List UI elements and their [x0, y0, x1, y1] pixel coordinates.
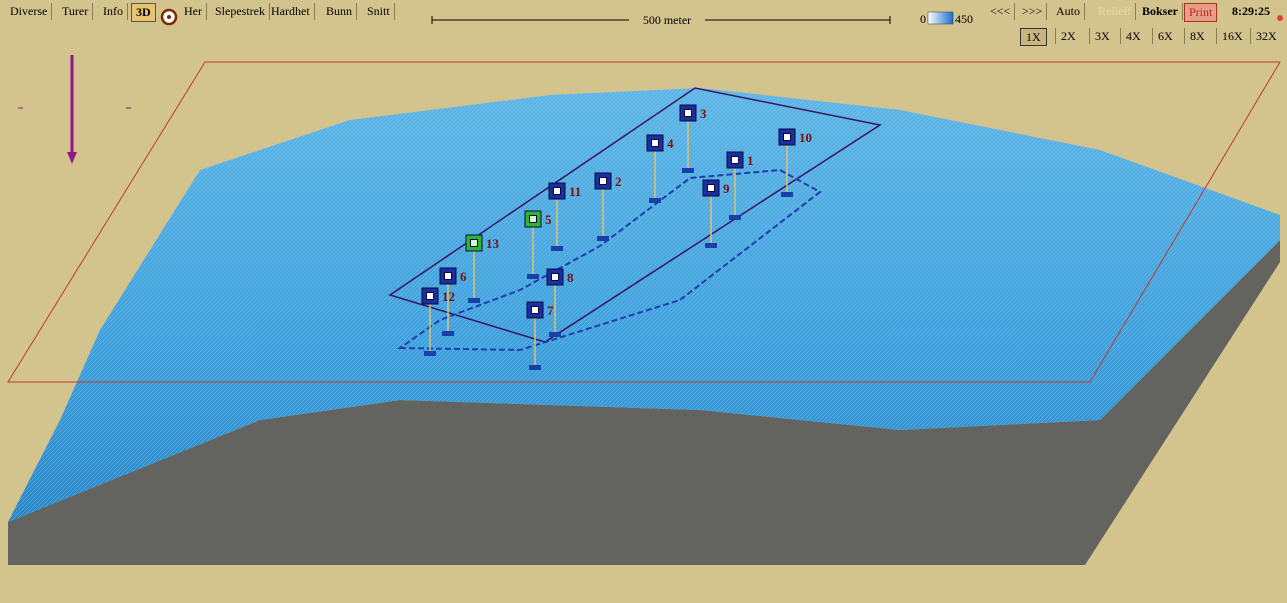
nav-button[interactable]: Auto — [1052, 3, 1085, 20]
station-label: 12 — [442, 289, 455, 304]
zoom-button[interactable]: 1X — [1020, 28, 1047, 46]
station-foot — [442, 331, 454, 336]
station-label: 11 — [569, 184, 581, 199]
station-foot — [705, 243, 717, 248]
station-label: 7 — [547, 303, 554, 318]
nav-button[interactable]: <<< — [986, 3, 1016, 20]
toolbar-button[interactable]: Diverse — [6, 3, 53, 20]
target-icon-dot — [167, 15, 171, 19]
station-foot — [468, 298, 480, 303]
scale-label-bg — [629, 13, 705, 27]
station-marker-inner — [531, 306, 539, 314]
track — [396, 168, 822, 352]
station-foot — [551, 246, 563, 251]
station-foot — [597, 236, 609, 241]
toolbar-button[interactable]: Her — [180, 3, 207, 20]
station-marker-inner — [599, 177, 607, 185]
nav-button[interactable]: Relieff — [1094, 3, 1137, 20]
station-label: 6 — [460, 269, 467, 284]
station-foot — [424, 351, 436, 356]
station-foot — [549, 332, 561, 337]
toolbar-button[interactable]: Bunn — [322, 3, 358, 20]
station-label: 9 — [723, 181, 730, 196]
station-marker-inner — [707, 184, 715, 192]
station-marker-inner — [529, 215, 537, 223]
station-label: 2 — [615, 174, 622, 189]
zoom-button[interactable]: 3X — [1089, 28, 1115, 44]
station-label: 13 — [486, 236, 500, 251]
station-marker-inner — [553, 187, 561, 195]
station-marker-inner — [426, 292, 434, 300]
station-foot — [527, 274, 539, 279]
zoom-button[interactable]: 16X — [1216, 28, 1248, 44]
station-label: 4 — [667, 136, 674, 151]
station-marker-inner — [444, 272, 452, 280]
station-foot — [649, 198, 661, 203]
station-marker-inner — [551, 273, 559, 281]
clock: 8:29:25 — [1232, 4, 1270, 18]
depth-colorbar — [927, 11, 954, 25]
toolbar-button[interactable]: Slepestrek — [211, 3, 270, 20]
station-label: 5 — [545, 212, 552, 227]
station-marker-inner — [783, 133, 791, 141]
nav-button[interactable]: Bokser — [1138, 3, 1183, 20]
north-arrow-head — [67, 152, 77, 164]
scale-label: 500 meter — [643, 13, 691, 27]
station-marker-inner — [731, 156, 739, 164]
nav-button[interactable]: Print — [1184, 3, 1218, 22]
nav-button[interactable]: >>> — [1018, 3, 1048, 20]
toolbar-button[interactable]: Snitt — [363, 3, 395, 20]
zoom-button[interactable]: 2X — [1055, 28, 1081, 44]
station-foot — [729, 215, 741, 220]
seabed-base — [8, 240, 1280, 565]
zoom-button[interactable]: 4X — [1120, 28, 1146, 44]
toolbar-button[interactable]: Turer — [58, 3, 94, 20]
status-dot — [1277, 15, 1283, 21]
toolbar-button[interactable]: 3D — [131, 3, 156, 22]
toolbar-button[interactable]: Hardhet — [267, 3, 315, 20]
toolbar-button[interactable]: Info — [99, 3, 128, 20]
station-foot — [682, 168, 694, 173]
zoom-button[interactable]: 6X — [1152, 28, 1178, 44]
station-marker-inner — [651, 139, 659, 147]
station-marker-inner — [470, 239, 478, 247]
depth-min: 0 — [920, 12, 926, 26]
terrain-mesh — [8, 88, 1280, 522]
station-foot — [529, 365, 541, 370]
station-marker-inner — [684, 109, 692, 117]
zoom-button[interactable]: 32X — [1250, 28, 1282, 44]
zoom-button[interactable]: 8X — [1184, 28, 1210, 44]
station-foot — [781, 192, 793, 197]
selection-box — [388, 87, 882, 343]
station-label: 3 — [700, 106, 707, 121]
station-label: 8 — [567, 270, 574, 285]
bounding-plane — [7, 61, 1281, 383]
station-label: 1 — [747, 153, 754, 168]
station-label: 10 — [799, 130, 812, 145]
depth-max: 450 — [955, 12, 973, 26]
